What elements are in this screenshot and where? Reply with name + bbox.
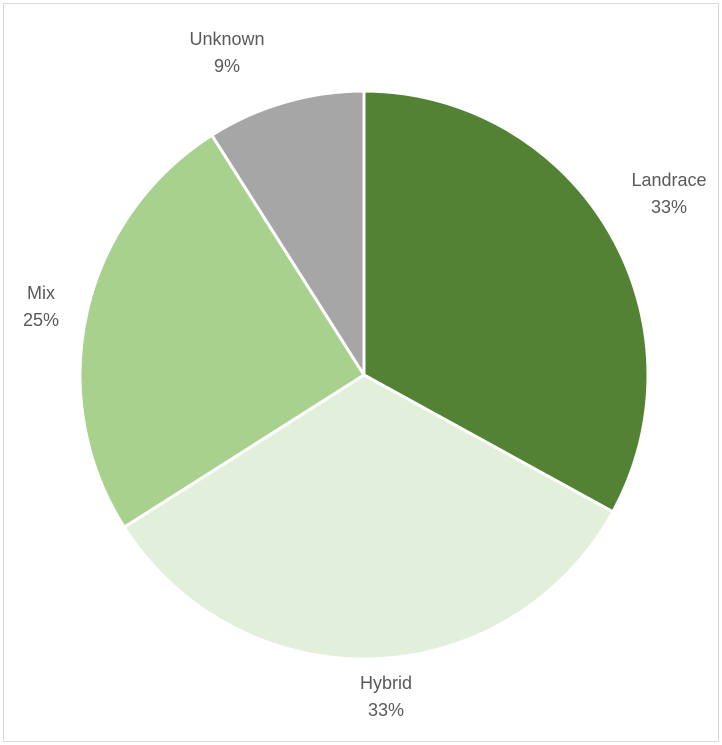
slice-label-unknown: Unknown xyxy=(189,29,264,49)
slice-label-hybrid: Hybrid xyxy=(360,673,412,693)
slice-label-mix: Mix xyxy=(27,283,55,303)
slice-percent-hybrid: 33% xyxy=(368,700,404,720)
pie-slice-unknown[interactable] xyxy=(210,89,366,377)
slice-percent-unknown: 9% xyxy=(214,56,240,76)
pie-slice-hybrid[interactable] xyxy=(122,373,615,661)
slice-label-landrace: Landrace xyxy=(631,170,706,190)
pie-slices xyxy=(78,89,650,661)
pie-slice-mix[interactable] xyxy=(78,133,366,529)
pie-labels: Landrace 33% Hybrid 33% Mix 25% Unknown 9% xyxy=(23,29,707,720)
slice-percent-landrace: 33% xyxy=(651,197,687,217)
pie-slice-landrace[interactable] xyxy=(362,89,650,514)
slice-percent-mix: 25% xyxy=(23,310,59,330)
